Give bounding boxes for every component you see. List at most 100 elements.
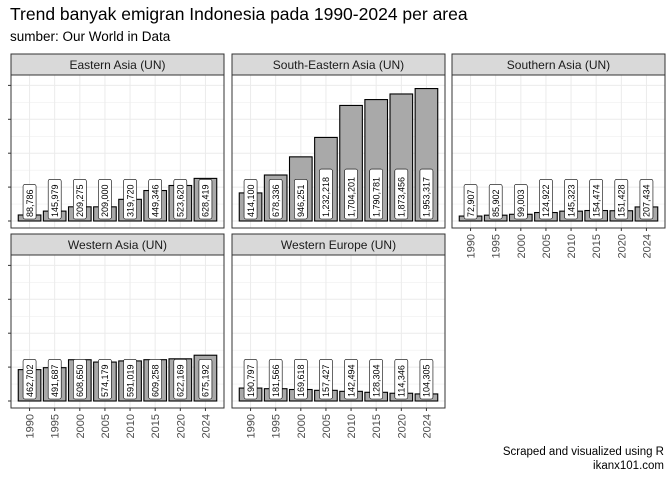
x-tick-label-southern-asia-un-2010: 2010 — [566, 234, 578, 258]
data-label-box-western-europe-un-2010 — [344, 358, 358, 400]
chart-title: Trend banyak emigran Indonesia pada 1990… — [10, 4, 468, 24]
data-label-south-eastern-asia-un-2020: 1,873,456 — [397, 177, 407, 217]
data-label-box-southern-asia-un-2020 — [614, 179, 629, 220]
data-label-southern-asia-un-2010: 145,323 — [566, 184, 576, 217]
panel-border-eastern-asia-un — [10, 74, 225, 229]
data-label-western-asia-un-2010: 591,019 — [125, 364, 135, 397]
data-label-box-south-eastern-asia-un-1990 — [243, 179, 258, 220]
data-label-box-western-europe-un-1995 — [268, 358, 283, 400]
data-label-western-europe-un-2020: 114,346 — [397, 365, 407, 397]
data-label-box-south-eastern-asia-un-2024 — [419, 168, 434, 220]
x-tick-label-western-europe-un-1990: 1990 — [246, 414, 258, 438]
data-label-south-eastern-asia-un-2024: 1,953,317 — [422, 177, 432, 217]
x-tick-label-western-asia-un-2005: 2005 — [100, 414, 112, 438]
data-label-southern-asia-un-2005: 124,922 — [541, 184, 551, 217]
data-label-box-southern-asia-un-1990 — [463, 184, 478, 220]
data-label-box-southern-asia-un-1995 — [488, 184, 503, 220]
x-tick-label-western-europe-un-1995: 1995 — [271, 414, 283, 438]
panel-background-southern-asia-un — [452, 75, 665, 228]
x-tick-label-southern-asia-un-1995: 1995 — [491, 234, 503, 258]
data-label-southern-asia-un-2000: 99,003 — [516, 189, 526, 217]
data-label-southern-asia-un-2024: 207,434 — [642, 184, 652, 217]
data-label-box-south-eastern-asia-un-1995 — [268, 179, 283, 220]
panel-border-western-europe-un — [231, 254, 446, 409]
data-label-eastern-asia-un-2024: 628,419 — [201, 184, 211, 217]
data-label-western-europe-un-2010: 142,494 — [346, 364, 356, 397]
x-tick-label-southern-asia-un-2020: 2020 — [616, 234, 628, 258]
data-label-western-asia-un-1995: 491,687 — [50, 364, 60, 397]
caption-line-2: ikanx101.com — [593, 460, 664, 472]
x-tick-label-southern-asia-un-1990: 1990 — [466, 234, 478, 258]
data-label-box-southern-asia-un-2005 — [539, 179, 553, 220]
x-tick-label-southern-asia-un-2005: 2005 — [541, 234, 553, 258]
data-label-western-asia-un-2005: 574,179 — [100, 364, 110, 397]
x-tick-label-southern-asia-un-2000: 2000 — [516, 234, 528, 258]
data-label-western-europe-un-2024: 104,305 — [422, 364, 432, 397]
facet-strip-label-western-asia-un: Western Asia (UN) — [68, 238, 167, 252]
data-label-box-western-europe-un-1990 — [243, 358, 258, 400]
facet-strip-label-western-europe-un: Western Europe (UN) — [281, 238, 396, 252]
data-label-southern-asia-un-2015: 154,474 — [591, 184, 601, 217]
data-label-eastern-asia-un-2015: 449,346 — [150, 184, 160, 217]
data-label-box-western-asia-un-2000 — [73, 358, 87, 400]
data-label-box-western-asia-un-2010 — [123, 358, 137, 400]
data-label-box-eastern-asia-un-2010 — [123, 179, 137, 220]
data-label-box-western-asia-un-2024 — [198, 358, 213, 400]
data-label-box-western-asia-un-1995 — [47, 358, 62, 400]
x-tick-label-western-europe-un-2024: 2024 — [421, 414, 433, 438]
panel-border-south-eastern-asia-un — [231, 74, 446, 229]
x-tick-label-western-asia-un-1990: 1990 — [25, 414, 37, 438]
x-tick-label-western-europe-un-2020: 2020 — [396, 414, 408, 438]
data-label-eastern-asia-un-2005: 209,000 — [100, 184, 110, 217]
data-label-western-asia-un-2000: 608,650 — [75, 364, 85, 397]
facet-strip-label-eastern-asia-un: Eastern Asia (UN) — [69, 58, 165, 72]
data-label-south-eastern-asia-un-2000: 946,251 — [296, 184, 306, 217]
data-label-south-eastern-asia-un-1995: 678,336 — [271, 184, 281, 217]
data-label-box-eastern-asia-un-1995 — [47, 179, 62, 220]
x-tick-label-southern-asia-un-2024: 2024 — [641, 234, 653, 258]
data-label-box-southern-asia-un-2000 — [514, 184, 528, 220]
caption-line-1: Scraped and visualized using R — [502, 446, 664, 458]
data-label-box-south-eastern-asia-un-2015 — [369, 168, 383, 220]
facet-strip-label-south-eastern-asia-un: South-Eastern Asia (UN) — [273, 58, 404, 72]
data-label-box-western-asia-un-1990 — [22, 358, 37, 400]
data-label-western-europe-un-2015: 128,304 — [371, 364, 381, 397]
data-label-box-southern-asia-un-2015 — [589, 179, 603, 220]
x-tick-label-western-asia-un-2015: 2015 — [150, 414, 162, 438]
data-label-western-asia-un-2020: 622,169 — [176, 364, 186, 397]
data-label-western-asia-un-1990: 462,702 — [25, 364, 35, 397]
data-label-western-europe-un-1990: 190,797 — [246, 364, 256, 397]
x-tick-label-western-asia-un-2000: 2000 — [75, 414, 87, 438]
data-label-eastern-asia-un-1990: 88,786 — [25, 189, 35, 217]
x-tick-label-western-europe-un-2000: 2000 — [296, 414, 308, 438]
data-label-box-south-eastern-asia-un-2010 — [344, 168, 358, 220]
data-label-box-south-eastern-asia-un-2000 — [294, 179, 308, 220]
data-label-south-eastern-asia-un-2015: 1,790,781 — [371, 177, 381, 217]
data-label-eastern-asia-un-2010: 319,720 — [125, 184, 135, 217]
x-tick-label-western-asia-un-2024: 2024 — [200, 414, 212, 438]
panel-border-southern-asia-un — [451, 74, 666, 229]
data-label-southern-asia-un-2020: 151,428 — [617, 184, 627, 217]
data-label-box-western-europe-un-2024 — [419, 358, 434, 400]
x-tick-label-western-asia-un-2020: 2020 — [175, 414, 187, 438]
data-label-western-europe-un-2000: 169,618 — [296, 364, 306, 397]
data-label-eastern-asia-un-2000: 209,275 — [75, 184, 85, 217]
x-tick-label-western-asia-un-2010: 2010 — [125, 414, 137, 438]
data-label-box-eastern-asia-un-2005 — [98, 179, 112, 220]
data-label-box-eastern-asia-un-2020 — [173, 179, 188, 220]
data-label-box-eastern-asia-un-2000 — [73, 179, 87, 220]
data-label-box-southern-asia-un-2010 — [564, 179, 578, 220]
facet-strip-label-southern-asia-un: Southern Asia (UN) — [507, 58, 610, 72]
data-label-box-eastern-asia-un-2015 — [148, 179, 162, 220]
data-label-eastern-asia-un-2020: 523,620 — [176, 184, 186, 217]
data-label-southern-asia-un-1990: 72,907 — [466, 189, 476, 217]
x-tick-label-southern-asia-un-2015: 2015 — [591, 234, 603, 258]
data-label-box-western-asia-un-2020 — [173, 358, 188, 400]
x-tick-label-western-europe-un-2005: 2005 — [321, 414, 333, 438]
data-label-box-western-europe-un-2015 — [369, 358, 383, 400]
data-label-eastern-asia-un-1995: 145,979 — [50, 184, 60, 217]
data-label-box-south-eastern-asia-un-2005 — [319, 168, 333, 220]
x-tick-label-western-asia-un-1995: 1995 — [50, 414, 62, 438]
data-label-south-eastern-asia-un-2010: 1,704,201 — [346, 177, 356, 217]
data-label-western-asia-un-2024: 675,192 — [201, 364, 211, 397]
